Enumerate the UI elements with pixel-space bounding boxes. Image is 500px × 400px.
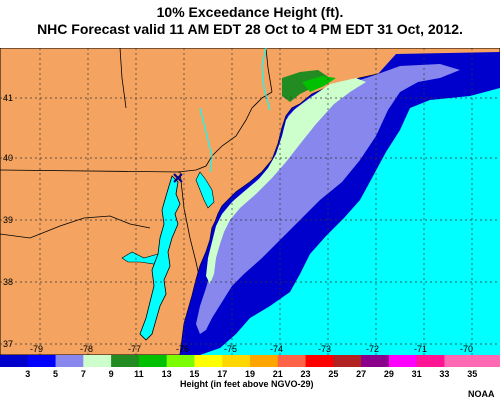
lon-label-77: -77 [128, 344, 141, 354]
legend-swatch [55, 355, 84, 367]
legend-swatch [277, 355, 307, 367]
lat-label-40: 40 [3, 153, 13, 163]
lon-label-71: -71 [414, 344, 427, 354]
storm-surge-map: 41 40 39 38 37 -79 -78 -77 -76 -75 -74 -… [0, 48, 500, 355]
legend-swatch [27, 355, 57, 367]
legend-swatch [194, 355, 223, 367]
lon-label-79: -79 [30, 344, 43, 354]
lat-label-38: 38 [3, 277, 13, 287]
lat-label-37: 37 [3, 339, 13, 349]
legend-label: 21 [273, 369, 283, 379]
title-line-1: 10% Exceedance Height (ft). [156, 4, 344, 20]
delaware-bay [195, 171, 215, 209]
legend-label: 23 [301, 369, 311, 379]
legend-swatch [222, 355, 251, 367]
legend-swatch [83, 355, 112, 367]
legend-label: 25 [328, 369, 338, 379]
legend-swatches [0, 355, 500, 367]
map-canvas: 41 40 39 38 37 -79 -78 -77 -76 -75 -74 -… [0, 48, 500, 355]
graticule [0, 48, 500, 355]
noaa-credit: NOAA [468, 389, 495, 399]
legend-swatch [333, 355, 362, 367]
legend-swatch [250, 355, 279, 367]
legend-label: 11 [134, 369, 144, 379]
legend-swatch [305, 355, 334, 367]
surge-band-13ft [302, 76, 336, 92]
legend-label: 29 [384, 369, 394, 379]
legend-numbers: 3 5 7 9 11 13 15 17 19 21 23 25 27 29 31 33 35 [25, 369, 477, 379]
legend-label: 15 [189, 369, 199, 379]
legend-label: 17 [217, 369, 227, 379]
legend-swatch [166, 355, 195, 367]
lon-label-74: -74 [270, 344, 283, 354]
lon-label-75: -75 [224, 344, 237, 354]
potomac-river [121, 251, 159, 265]
legend-label: 13 [162, 369, 172, 379]
legend-swatch [361, 355, 390, 367]
legend-label: 7 [81, 369, 86, 379]
legend-label: 31 [412, 369, 422, 379]
legend-swatch [388, 355, 418, 367]
surge-band-3ft [180, 52, 500, 355]
legend-swatch [416, 355, 445, 367]
legend-swatch [444, 355, 473, 367]
legend-label: 19 [245, 369, 255, 379]
lon-label-70: -70 [460, 344, 473, 354]
rivers [199, 48, 271, 173]
legend-label: 5 [53, 369, 58, 379]
lon-label-72: -72 [366, 344, 379, 354]
state-borders [0, 48, 273, 281]
legend-caption: Height (in feet above NGVO-29) [180, 379, 314, 389]
legend-label: 27 [356, 369, 366, 379]
lon-label-73: -73 [318, 344, 331, 354]
lat-label-39: 39 [3, 215, 13, 225]
chesapeake-bay [139, 175, 181, 341]
title-line-2: NHC Forecast valid 11 AM EDT 28 Oct to 4… [37, 21, 463, 37]
lon-label-78: -78 [80, 344, 93, 354]
legend-swatch [0, 355, 29, 367]
map-title: 10% Exceedance Height (ft). NHC Forecast… [0, 0, 500, 48]
legend-label: 33 [439, 369, 449, 379]
legend-swatch [138, 355, 168, 367]
legend-swatch [111, 355, 140, 367]
legend-label: 3 [25, 369, 30, 379]
lat-label-41: 41 [3, 93, 13, 103]
legend-canvas: 3 5 7 9 11 13 15 17 19 21 23 25 27 29 31 33 35 Height (i… [0, 355, 500, 399]
legend-label: 9 [109, 369, 114, 379]
legend: 3 5 7 9 11 13 15 17 19 21 23 25 27 29 31 33 35 Height (i… [0, 355, 500, 400]
legend-label: 35 [467, 369, 477, 379]
lon-label-76: -76 [176, 344, 189, 354]
legend-swatch [472, 355, 500, 367]
city-marker [173, 173, 183, 183]
